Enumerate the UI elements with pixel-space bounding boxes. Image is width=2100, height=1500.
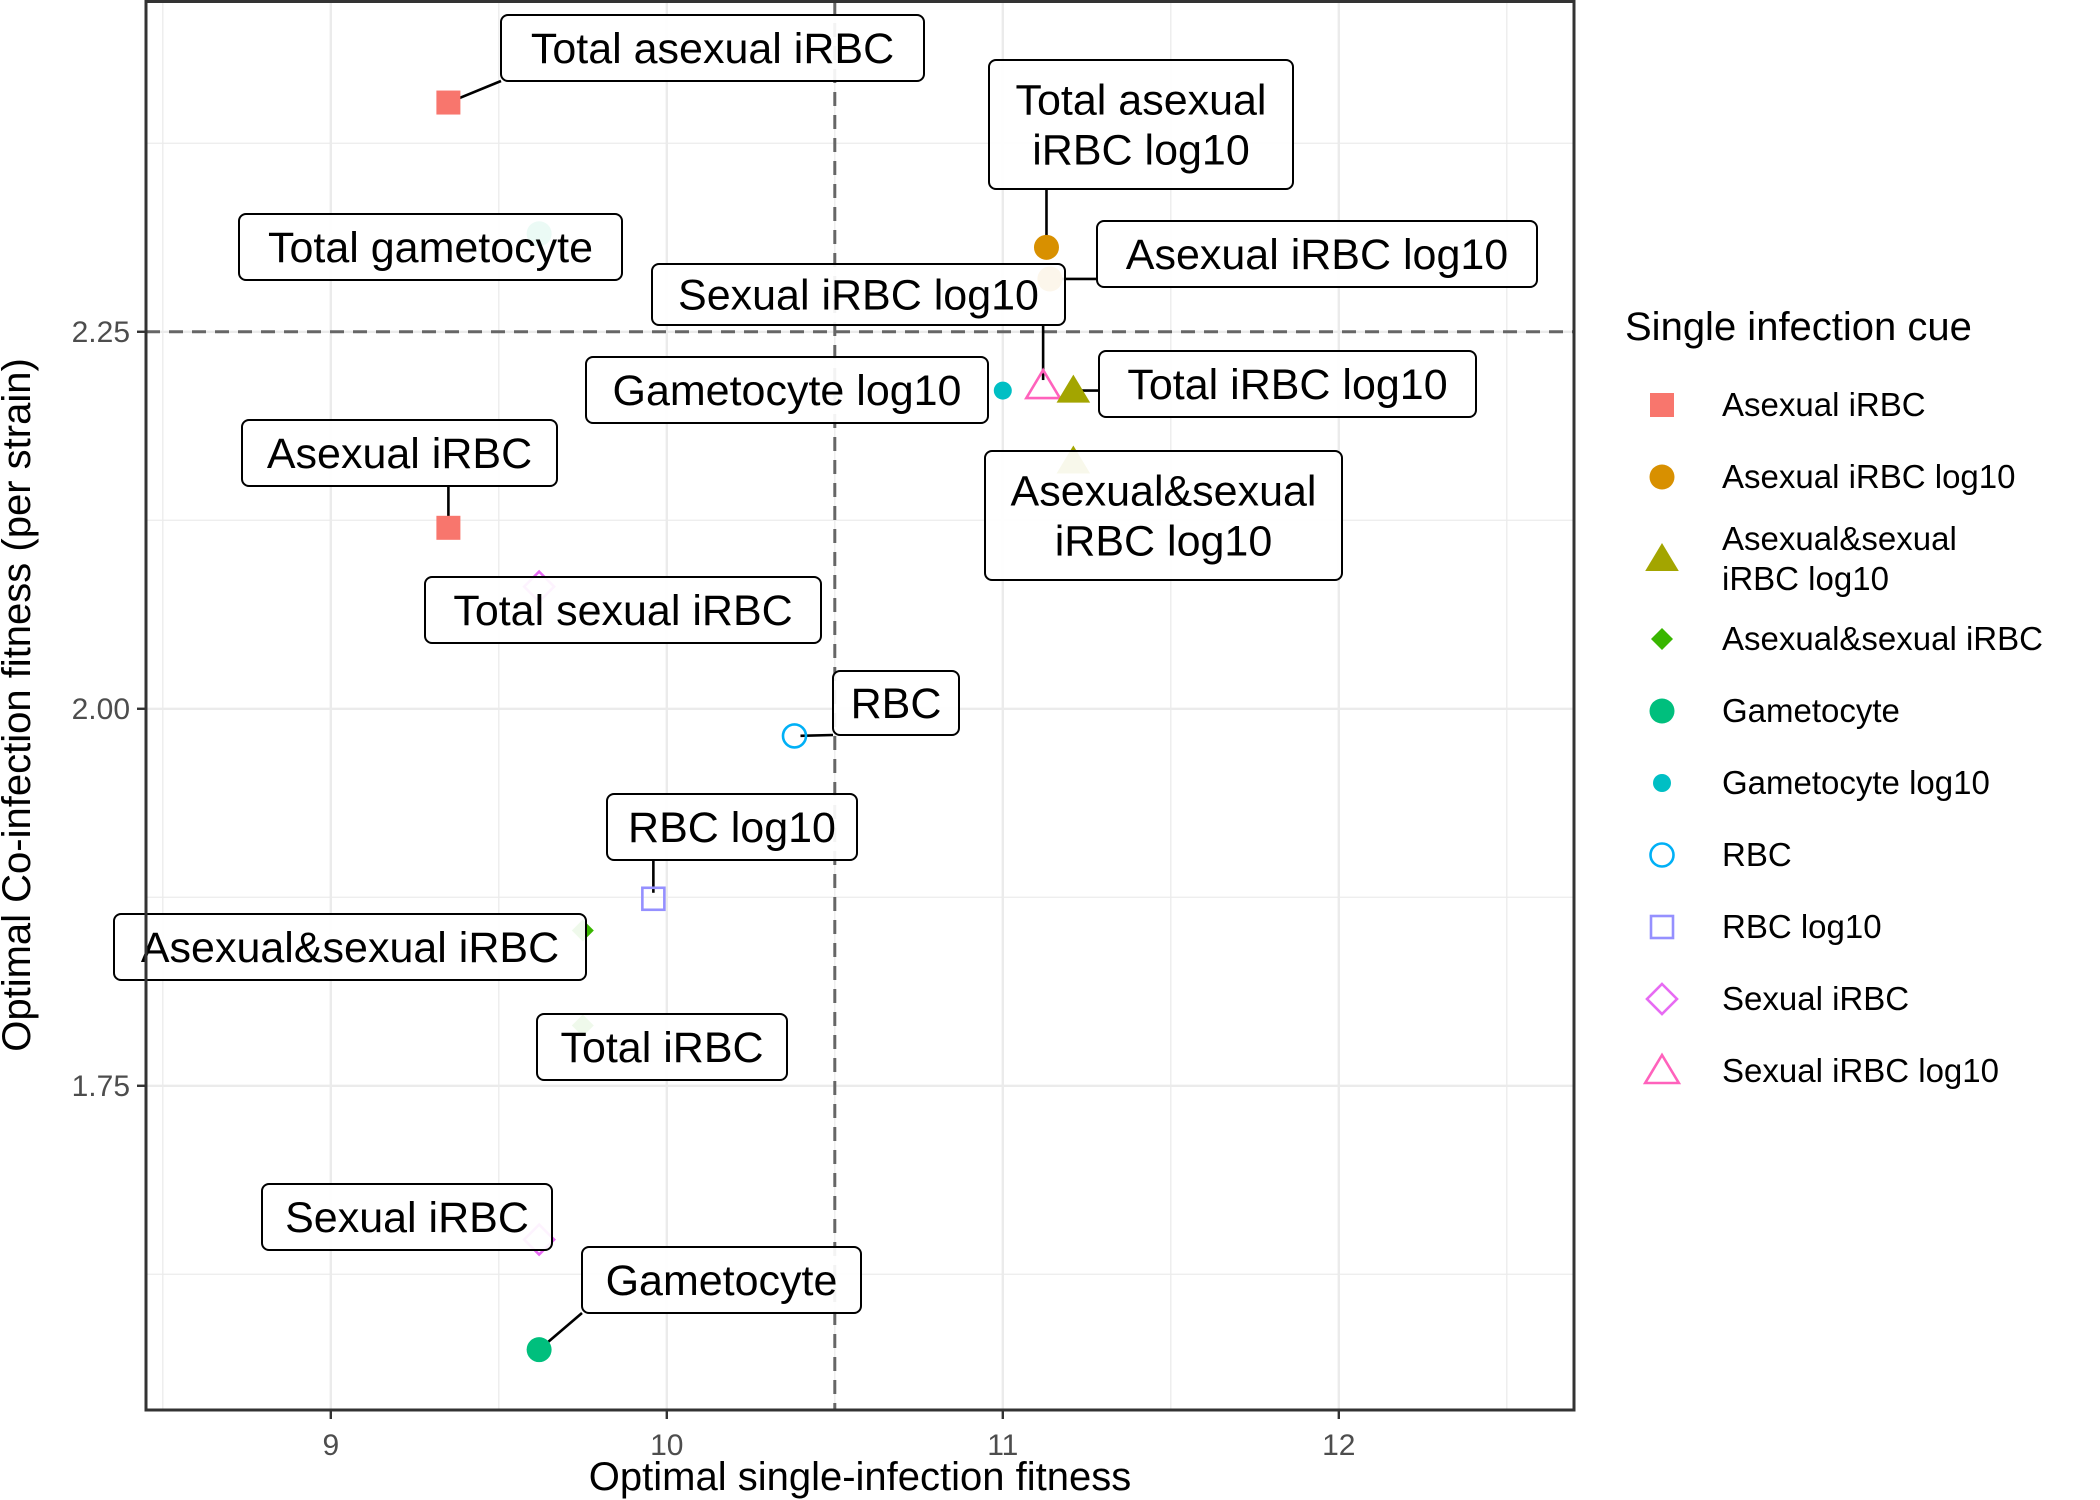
- point-label: Sexual iRBC log10: [678, 272, 1039, 320]
- legend-label: Sexual iRBC: [1722, 980, 1909, 1017]
- x-tick-label: 11: [987, 1429, 1018, 1462]
- point-label-box: [238, 213, 623, 281]
- legend-label: iRBC log10: [1722, 560, 1889, 597]
- legend-label: Gametocyte log10: [1722, 764, 1990, 801]
- y-axis-title: Optimal Co-infection fitness (per strain…: [0, 358, 39, 1052]
- point-label-box: [500, 14, 925, 82]
- x-axis: 9 10 11 12: [322, 1410, 1355, 1462]
- data-point: [993, 381, 1012, 400]
- data-point: [641, 886, 666, 912]
- point-label: Total asexual: [1016, 77, 1267, 125]
- legend-key: [1651, 628, 1673, 650]
- point-label-box: [988, 59, 1294, 190]
- legend-title: Single infection cue: [1625, 305, 1972, 349]
- legend-label: Asexual&sexual iRBC: [1722, 620, 2043, 657]
- point-label: Gametocyte: [606, 1257, 838, 1305]
- point-label: Total asexual iRBC: [531, 25, 894, 73]
- data-point: [1056, 374, 1091, 403]
- legend-label: Asexual iRBC: [1722, 386, 1926, 423]
- point-label: Gametocyte log10: [613, 367, 962, 415]
- legend-label: RBC log10: [1722, 908, 1882, 945]
- point-label: Total iRBC log10: [1127, 361, 1447, 409]
- legend-key: [1645, 543, 1679, 571]
- point-label: RBC log10: [628, 804, 836, 852]
- point-label-box: [1098, 350, 1477, 418]
- legend-key: [1642, 1052, 1682, 1085]
- data-point: [436, 90, 461, 115]
- data-point: [1033, 234, 1059, 260]
- y-axis: 1.75 2.00 2.25: [72, 316, 146, 1103]
- legend-key: [1650, 393, 1674, 417]
- point-label: Sexual iRBC: [285, 1194, 529, 1242]
- point-label-box: [1096, 220, 1538, 288]
- point-label-box: [261, 1183, 553, 1251]
- panel-border: [144, 0, 1576, 1412]
- legend-key: [1649, 698, 1675, 724]
- y-tick-label: 2.25: [72, 316, 130, 349]
- legend-key: [1645, 982, 1679, 1016]
- data-point: [526, 1337, 552, 1363]
- legend-label: Asexual iRBC log10: [1722, 458, 2016, 495]
- point-label-box: [536, 1013, 788, 1081]
- point-label-box: [241, 419, 558, 487]
- point-label: Asexual iRBC: [267, 430, 532, 478]
- point-label: Asexual&sexual: [1011, 468, 1317, 516]
- x-tick-label: 12: [1322, 1429, 1355, 1462]
- point-label-box: [984, 450, 1343, 581]
- x-axis-title: Optimal single-infection fitness: [589, 1455, 1131, 1499]
- point-label-box: [113, 913, 587, 981]
- data-point: [781, 723, 808, 749]
- point-label: iRBC log10: [1055, 518, 1273, 566]
- legend-label: Sexual iRBC log10: [1722, 1052, 1999, 1089]
- legend-label: Gametocyte: [1722, 692, 1900, 729]
- legend-key: [1653, 774, 1671, 792]
- legend-label: Asexual&sexual: [1722, 520, 1957, 557]
- legend-key: [1649, 464, 1675, 490]
- label-connector: [453, 79, 502, 102]
- point-label: iRBC log10: [1032, 127, 1250, 175]
- legend: Single infection cue Asexual iRBC Asexual…: [1625, 305, 2043, 1089]
- point-label: Total iRBC: [560, 1024, 763, 1072]
- legend-key: [1649, 914, 1675, 940]
- legend-label: RBC: [1722, 836, 1792, 873]
- point-label: Asexual iRBC log10: [1126, 231, 1508, 279]
- point-label: Total sexual iRBC: [453, 587, 792, 635]
- y-tick-label: 2.00: [72, 693, 130, 726]
- x-tick-label: 10: [650, 1429, 683, 1462]
- point-label-box: [651, 263, 1066, 326]
- point-label-box: [585, 356, 989, 424]
- y-tick-label: 1.75: [72, 1070, 130, 1103]
- point-label-box: [581, 1246, 862, 1314]
- point-labels: Total asexual iRBC Asexual iRBC Total game…: [113, 14, 1538, 1314]
- reference-lines: [146, 0, 1574, 1410]
- data-point: [436, 515, 461, 540]
- point-label: Total gametocyte: [268, 224, 593, 272]
- x-tick-label: 9: [322, 1429, 339, 1462]
- point-label-box: [606, 793, 858, 861]
- label-connector: [542, 1312, 583, 1347]
- point-label-box: [424, 576, 822, 644]
- point-label: Asexual&sexual iRBC: [141, 924, 559, 972]
- legend-key: [1649, 842, 1675, 868]
- point-label-box: [832, 670, 960, 736]
- point-label: RBC: [851, 680, 942, 728]
- data-point: [1024, 367, 1063, 400]
